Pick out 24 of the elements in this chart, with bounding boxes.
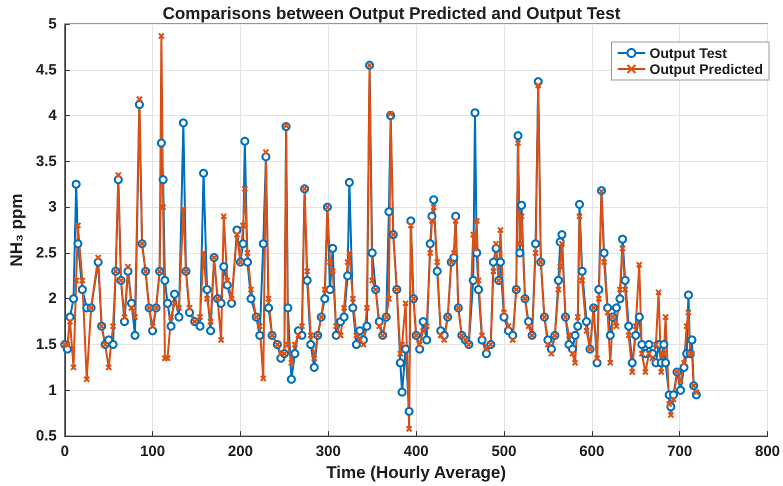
x-tick-label: 100 xyxy=(140,443,166,460)
x-tick-label: 200 xyxy=(228,443,253,460)
y-tick-label: 0.5 xyxy=(36,428,57,445)
y-tick-label: 2.5 xyxy=(36,244,57,262)
x-tick-label: 800 xyxy=(754,443,780,460)
x-tick-label: 0 xyxy=(60,443,69,460)
y-axis-title: NH₃ ppm xyxy=(7,194,26,267)
y-tick-label: 3.5 xyxy=(36,152,57,170)
y-tick-label: 4.5 xyxy=(36,61,57,78)
x-tick-label: 500 xyxy=(491,443,516,460)
x-tick-label: 700 xyxy=(667,443,692,460)
y-tick-label: 5 xyxy=(48,16,57,32)
legend-label: Output Test xyxy=(649,45,728,61)
chart-title: Comparisons between Output Predicted and Output Test xyxy=(162,4,621,23)
x-tick-label: 600 xyxy=(579,443,604,460)
y-tick-label: 3 xyxy=(48,198,57,216)
y-tick-label: 1.5 xyxy=(36,336,57,354)
x-axis-title: Time (Hourly Average) xyxy=(326,463,506,482)
y-tick-label: 2 xyxy=(48,290,57,308)
x-tick-label: 300 xyxy=(316,443,341,460)
y-tick-label: 1 xyxy=(48,382,57,399)
x-tick-label: 400 xyxy=(404,443,429,460)
y-tick-label: 4 xyxy=(48,107,58,124)
legend-label: Output Predicted xyxy=(649,61,764,77)
